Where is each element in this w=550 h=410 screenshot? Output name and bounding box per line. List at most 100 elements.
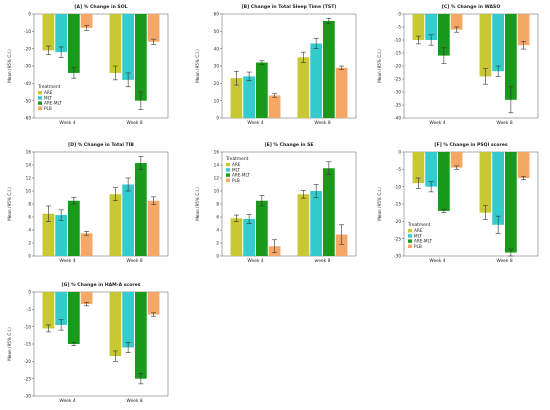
bar-are-mlt-1 (323, 20, 335, 118)
legend-item-label: PLB (232, 178, 240, 183)
y-tick-label: -5 (397, 167, 402, 172)
legend-swatch (38, 96, 42, 100)
y-axis-label: Mean (95% C.I.) (7, 187, 12, 221)
x-tick-label: Week 4 (429, 120, 445, 126)
x-tick-label: Week 8 (496, 120, 512, 126)
y-tick-label: 0 (28, 290, 31, 295)
y-tick-label: 0 (398, 150, 401, 155)
chart-panel-G: [G] % Change in HAM-A scores Mean (95% C.… (0, 278, 172, 406)
bar-plb-1 (517, 14, 530, 46)
chart-panel-A: [A] % Change in SOL Mean (95% C.I.) 0 -10 -2… (0, 0, 172, 128)
y-tick-label: 0 (28, 254, 31, 259)
bar-are-0 (412, 152, 425, 184)
y-tick-label: 0 (216, 116, 219, 121)
chart-title: [A] % Change in SOL (74, 4, 127, 10)
bar-are-0 (230, 218, 243, 256)
chart-svg-C: [C] % Change in WASO Mean (95% C.I.) 0 -5 -1… (377, 4, 539, 126)
legend-item-label: MLT (232, 167, 240, 172)
bar-are-0 (42, 213, 55, 256)
bar-are-mlt-1 (135, 163, 147, 256)
bar-mlt-1 (122, 292, 134, 348)
legend-item-label: MLT (44, 95, 52, 100)
y-tick-label: 12 (214, 176, 220, 181)
legend-title: Treatment (407, 222, 431, 228)
y-tick-label: 10 (214, 189, 220, 194)
chart-svg-A: [A] % Change in SOL Mean (95% C.I.) 0 -10 -2… (7, 4, 169, 126)
bar-are-1 (297, 194, 310, 256)
legend-swatch (408, 239, 412, 243)
x-tick-label: Week 4 (429, 258, 445, 264)
y-tick-label: 6 (28, 215, 31, 220)
y-tick-label: 4 (28, 228, 31, 233)
y-tick-label: -25 (24, 376, 31, 381)
y-tick-label: 8 (216, 202, 219, 207)
bar-are-mlt-1 (135, 14, 147, 101)
chart-svg-G: [G] % Change in HAM-A scores Mean (95% C.… (7, 282, 169, 404)
y-tick-label: -20 (24, 359, 31, 364)
bar-mlt-0 (243, 218, 255, 256)
chart-svg-E: [E] % Change in SE Mean (95% C.I.) 0 2 4 6 8 10… (195, 142, 357, 264)
bar-are-mlt-1 (135, 292, 147, 379)
bar-are-0 (230, 78, 243, 118)
y-tick-label: -20 (394, 64, 401, 69)
bar-are-0 (412, 14, 425, 40)
y-tick-label: 50 (214, 29, 220, 34)
y-tick-label: 14 (214, 163, 220, 168)
y-tick-label: -30 (24, 394, 31, 399)
chart-title: [C] % Change in WASO (442, 4, 501, 10)
legend-swatch (226, 178, 230, 182)
y-axis-label: Mean (95% C.I.) (195, 187, 200, 221)
bar-mlt-0 (243, 76, 255, 118)
y-axis-label: Mean (95% C.I.) (7, 49, 12, 83)
y-tick-label: -10 (394, 38, 401, 43)
bar-are-1 (109, 292, 122, 357)
legend-swatch (226, 173, 230, 177)
legend-swatch (38, 91, 42, 95)
legend-item-label: ARE-MLT (414, 239, 432, 244)
bar-plb-0 (80, 292, 93, 305)
y-tick-label: -15 (394, 202, 401, 207)
chart-svg-F: [F] % Change in PSQI scores Mean (95% C.I… (377, 142, 539, 264)
y-axis-label: Mean (95% C.I.) (377, 187, 382, 221)
x-tick-label: Week 4 (247, 258, 263, 264)
bar-plb-1 (335, 234, 348, 256)
bar-are-0 (42, 292, 55, 329)
y-tick-label: 2 (28, 241, 31, 246)
legend-swatch (408, 229, 412, 233)
x-tick-label: Week 8 (496, 258, 512, 264)
legend-item-label: ARE-MLT (232, 173, 250, 178)
bar-mlt-0 (425, 14, 437, 40)
chart-title: [B] Change in Total Sleep Time (TST) (242, 4, 337, 10)
legend-swatch (408, 244, 412, 248)
y-tick-label: -5 (397, 25, 402, 30)
y-tick-label: -10 (394, 184, 401, 189)
bar-are-mlt-0 (68, 14, 80, 73)
y-tick-label: -20 (394, 219, 401, 224)
legend-swatch (226, 168, 230, 172)
legend-swatch (226, 163, 230, 167)
bar-are-1 (479, 152, 492, 213)
bar-are-mlt-0 (68, 292, 80, 344)
y-tick-label: 12 (26, 176, 32, 181)
x-tick-label: Week 4 (59, 398, 75, 404)
chart-svg-D: [D] % Change in Total TIB Mean (95% C.I.)… (7, 142, 169, 264)
y-tick-label: -15 (24, 342, 31, 347)
legend-item-label: PLB (414, 244, 422, 249)
chart-panel-D: [D] % Change in Total TIB Mean (95% C.I.)… (0, 138, 172, 266)
y-tick-label: 30 (214, 64, 220, 69)
legend-item-label: ARE (232, 162, 241, 167)
bar-plb-1 (147, 292, 160, 315)
bar-mlt-1 (122, 14, 134, 80)
bar-mlt-0 (55, 292, 67, 325)
y-tick-label: -30 (394, 254, 401, 259)
y-tick-label: -20 (24, 46, 31, 51)
x-tick-label: Week 8 (126, 398, 142, 404)
y-tick-label: 14 (26, 163, 32, 168)
bar-mlt-1 (310, 43, 322, 118)
y-tick-label: -5 (27, 307, 32, 312)
y-tick-label: 60 (214, 12, 220, 17)
y-tick-label: 0 (28, 12, 31, 17)
bar-mlt-1 (122, 184, 134, 256)
legend-swatch (38, 106, 42, 110)
bar-are-0 (42, 14, 55, 51)
